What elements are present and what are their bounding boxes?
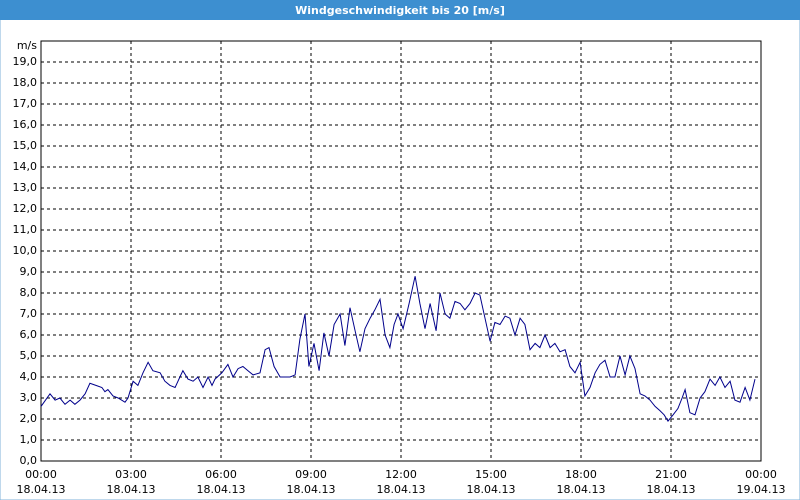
x-tick-date: 19.04.13 bbox=[737, 483, 786, 496]
y-tick-label: 17,0 bbox=[13, 97, 38, 110]
title-bar bbox=[0, 0, 800, 20]
x-tick-label: 12:00 bbox=[385, 468, 417, 481]
x-tick-label: 03:00 bbox=[115, 468, 147, 481]
y-tick-label: 11,0 bbox=[13, 223, 38, 236]
x-tick-date: 18.04.13 bbox=[287, 483, 336, 496]
x-tick-date: 18.04.13 bbox=[557, 483, 606, 496]
y-tick-label: 1,0 bbox=[20, 433, 38, 446]
y-tick-label: 6,0 bbox=[20, 328, 38, 341]
x-tick-label: 09:00 bbox=[295, 468, 327, 481]
data-line bbox=[40, 276, 756, 422]
x-tick-date: 18.04.13 bbox=[377, 483, 426, 496]
y-tick-label: 18,0 bbox=[13, 76, 38, 89]
y-tick-label: 15,0 bbox=[13, 139, 38, 152]
y-tick-label: 14,0 bbox=[13, 160, 38, 173]
x-tick-label: 18:00 bbox=[565, 468, 597, 481]
y-axis-label: m/s bbox=[17, 39, 37, 52]
y-tick-label: 10,0 bbox=[13, 244, 38, 257]
y-tick-label: 5,0 bbox=[20, 349, 38, 362]
chart-title: Windgeschwindigkeit bis 20 [m/s] bbox=[295, 4, 505, 17]
y-tick-label: 9,0 bbox=[20, 265, 38, 278]
x-tick-label: 00:00 bbox=[25, 468, 57, 481]
y-tick-label: 0,0 bbox=[20, 454, 38, 467]
x-tick-label: 21:00 bbox=[655, 468, 687, 481]
y-tick-label: 8,0 bbox=[20, 286, 38, 299]
y-tick-label: 16,0 bbox=[13, 118, 38, 131]
x-tick-label: 15:00 bbox=[475, 468, 507, 481]
y-tick-label: 4,0 bbox=[20, 370, 38, 383]
x-tick-date: 18.04.13 bbox=[107, 483, 156, 496]
x-tick-date: 18.04.13 bbox=[467, 483, 516, 496]
x-tick-label: 00:00 bbox=[745, 468, 777, 481]
y-tick-label: 7,0 bbox=[20, 307, 38, 320]
y-tick-label: 2,0 bbox=[20, 412, 38, 425]
x-tick-label: 06:00 bbox=[205, 468, 237, 481]
x-tick-date: 18.04.13 bbox=[647, 483, 696, 496]
x-tick-date: 18.04.13 bbox=[17, 483, 66, 496]
y-tick-label: 19,0 bbox=[13, 55, 38, 68]
y-tick-label: 3,0 bbox=[20, 391, 38, 404]
y-tick-label: 13,0 bbox=[13, 181, 38, 194]
x-tick-date: 18.04.13 bbox=[197, 483, 246, 496]
y-tick-label: 12,0 bbox=[13, 202, 38, 215]
